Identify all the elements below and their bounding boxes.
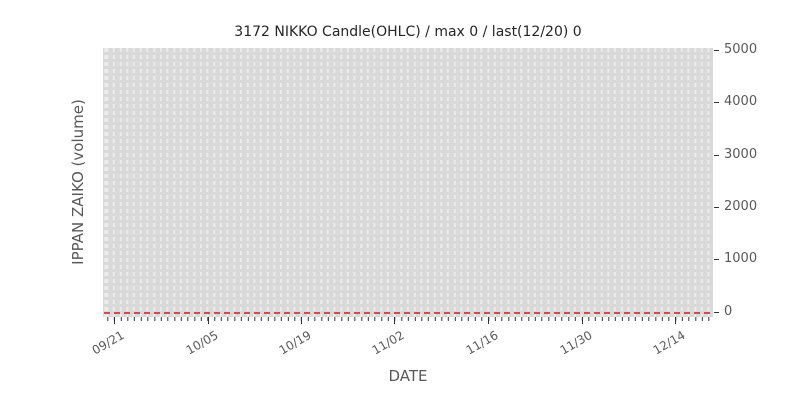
x-tick-label: 09/21 xyxy=(90,328,127,358)
y-tick-label: 2000 xyxy=(724,199,758,214)
x-major-tick xyxy=(114,317,115,324)
x-tick-label: 11/30 xyxy=(558,328,595,358)
x-tick-label: 11/16 xyxy=(464,328,501,358)
plot-area xyxy=(103,48,713,317)
x-tick-label: 12/14 xyxy=(651,328,688,358)
zero-volume-line xyxy=(104,312,711,314)
chart-title: 3172 NIKKO Candle(OHLC) / max 0 / last(1… xyxy=(234,24,582,40)
y-tick-mark xyxy=(714,207,719,208)
x-major-tick xyxy=(582,317,583,324)
x-major-tick xyxy=(675,317,676,324)
x-tick-label: 10/05 xyxy=(184,328,221,358)
x-major-tick xyxy=(394,317,395,324)
y-tick-mark xyxy=(714,312,719,313)
y-tick-label: 5000 xyxy=(724,42,758,57)
y-tick-mark xyxy=(714,155,719,156)
y-tick-mark xyxy=(714,102,719,103)
x-major-tick xyxy=(208,317,209,324)
x-tick-label: 11/02 xyxy=(370,328,407,358)
y-tick-mark xyxy=(714,259,719,260)
x-major-tick xyxy=(301,317,302,324)
y-tick-label: 1000 xyxy=(724,251,758,266)
x-minor-ticks xyxy=(104,317,712,321)
x-axis-label: DATE xyxy=(388,367,428,385)
x-major-tick xyxy=(488,317,489,324)
y-tick-mark xyxy=(714,50,719,51)
x-tick-label: 10/19 xyxy=(277,328,314,358)
y-tick-label: 0 xyxy=(724,304,733,319)
y-tick-label: 3000 xyxy=(724,147,758,162)
y-axis-label: IPPAN ZAIKO (volume) xyxy=(69,99,87,265)
y-tick-label: 4000 xyxy=(724,94,758,109)
